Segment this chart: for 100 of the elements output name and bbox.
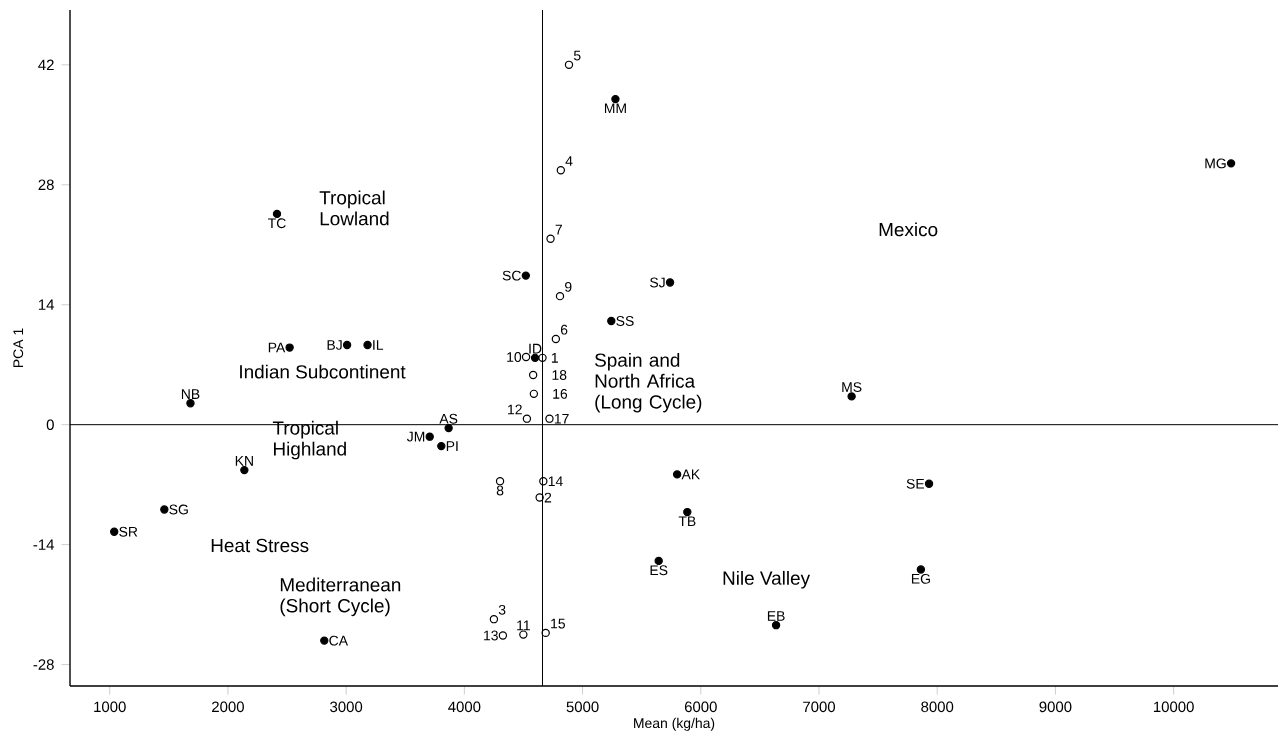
annotation: 15: [551, 618, 565, 629]
point: [541, 628, 550, 638]
annotation: ID: [529, 343, 542, 354]
point: [611, 94, 620, 104]
point: [521, 271, 531, 280]
annotation: Tropical Lowland: [319, 190, 389, 226]
point: [555, 291, 565, 301]
annotation: PA: [268, 342, 286, 353]
point: [444, 423, 453, 433]
point: [437, 441, 446, 451]
x-tick-label: 3000: [330, 701, 363, 713]
annotation: KN: [235, 456, 253, 466]
annotation: 16: [553, 388, 568, 399]
annotation: SE: [906, 478, 925, 489]
point: [654, 556, 663, 566]
annotation: Indian Subcontinent: [240, 364, 406, 379]
point: [546, 234, 555, 243]
y-tick-label: 42: [38, 59, 54, 71]
annotation: 3: [498, 604, 506, 615]
annotation: AS: [439, 413, 458, 424]
point: [924, 479, 934, 488]
point: [1226, 159, 1236, 168]
x-tick-label: 2000: [212, 701, 244, 713]
point: [425, 432, 434, 441]
annotation: TB: [678, 516, 696, 527]
annotation: JM: [406, 431, 425, 442]
x-tick-label: 5000: [566, 701, 599, 713]
x-tick-label: 1000: [94, 701, 126, 713]
point: [186, 399, 195, 408]
annotation: 6: [560, 324, 568, 335]
annotation: BJ: [327, 340, 342, 350]
point: [607, 316, 616, 326]
annotation: NB: [181, 389, 200, 399]
point: [683, 507, 692, 517]
annotation: 8: [496, 485, 504, 496]
point: [272, 209, 282, 219]
y-tick-label: -14: [33, 539, 55, 550]
annotation: 13: [484, 630, 498, 641]
y-tick-label: 28: [38, 179, 54, 191]
annotation: 5: [573, 50, 581, 61]
point: [529, 389, 539, 399]
annotation: 17: [554, 413, 569, 424]
annotation: MS: [842, 382, 862, 393]
x-tick-label: 7000: [803, 701, 836, 713]
point: [521, 352, 531, 362]
annotation: SJ: [650, 277, 665, 288]
x-tick-label: 6000: [684, 701, 717, 713]
point: [530, 353, 540, 363]
x-tick-label: 10000: [1153, 701, 1194, 713]
annotation: SC: [502, 270, 521, 281]
annotation: 7: [555, 224, 562, 235]
annotation: Heat Stress: [211, 538, 309, 553]
point: [363, 340, 372, 350]
annotation: 18: [552, 370, 567, 380]
point: [538, 353, 547, 363]
y-axis-title: PCA 1: [13, 328, 24, 367]
annotation: 2: [544, 492, 552, 503]
annotation: 1: [551, 353, 558, 363]
annotation: Mediterranean (Short Cycle): [280, 577, 401, 617]
point: [342, 340, 352, 350]
point: [522, 414, 532, 423]
annotation: SS: [616, 316, 634, 326]
annotation: SR: [119, 526, 138, 537]
point: [672, 470, 682, 479]
annotation: Nile Valley: [723, 570, 811, 589]
y-tick-label: -28: [33, 659, 54, 670]
annotation: 9: [565, 281, 572, 292]
annotation: 14: [548, 476, 563, 487]
point: [665, 278, 675, 287]
point: [528, 370, 538, 380]
annotation: 4: [565, 156, 573, 166]
annotation: TC: [268, 218, 286, 229]
x-axis-title: Mean (kg/ha): [634, 717, 715, 731]
point: [564, 60, 574, 70]
x-tick-label: 8000: [921, 701, 954, 713]
point: [160, 505, 169, 514]
y-tick-label: 14: [38, 299, 55, 310]
point: [498, 631, 508, 640]
point: [916, 565, 926, 574]
x-tick-label: 4000: [448, 701, 481, 713]
annotation: EG: [911, 573, 930, 584]
annotation: MG: [1205, 158, 1226, 169]
annotation: 11: [517, 620, 530, 631]
point: [539, 477, 548, 486]
annotation: PI: [446, 441, 458, 451]
annotation: IL: [373, 340, 384, 350]
point: [240, 465, 249, 475]
annotation: ES: [650, 565, 668, 576]
annotation: 12: [508, 404, 522, 415]
point: [320, 636, 329, 645]
point: [535, 493, 544, 502]
point: [545, 414, 554, 423]
point: [771, 620, 781, 630]
annotation: Spain and North Africa (Long Cycle): [595, 352, 702, 413]
point: [110, 527, 119, 536]
x-tick-label: 9000: [1039, 701, 1072, 713]
annotation: CA: [329, 635, 349, 646]
annotation: MM: [604, 103, 626, 114]
point: [556, 166, 566, 175]
point: [285, 343, 294, 352]
